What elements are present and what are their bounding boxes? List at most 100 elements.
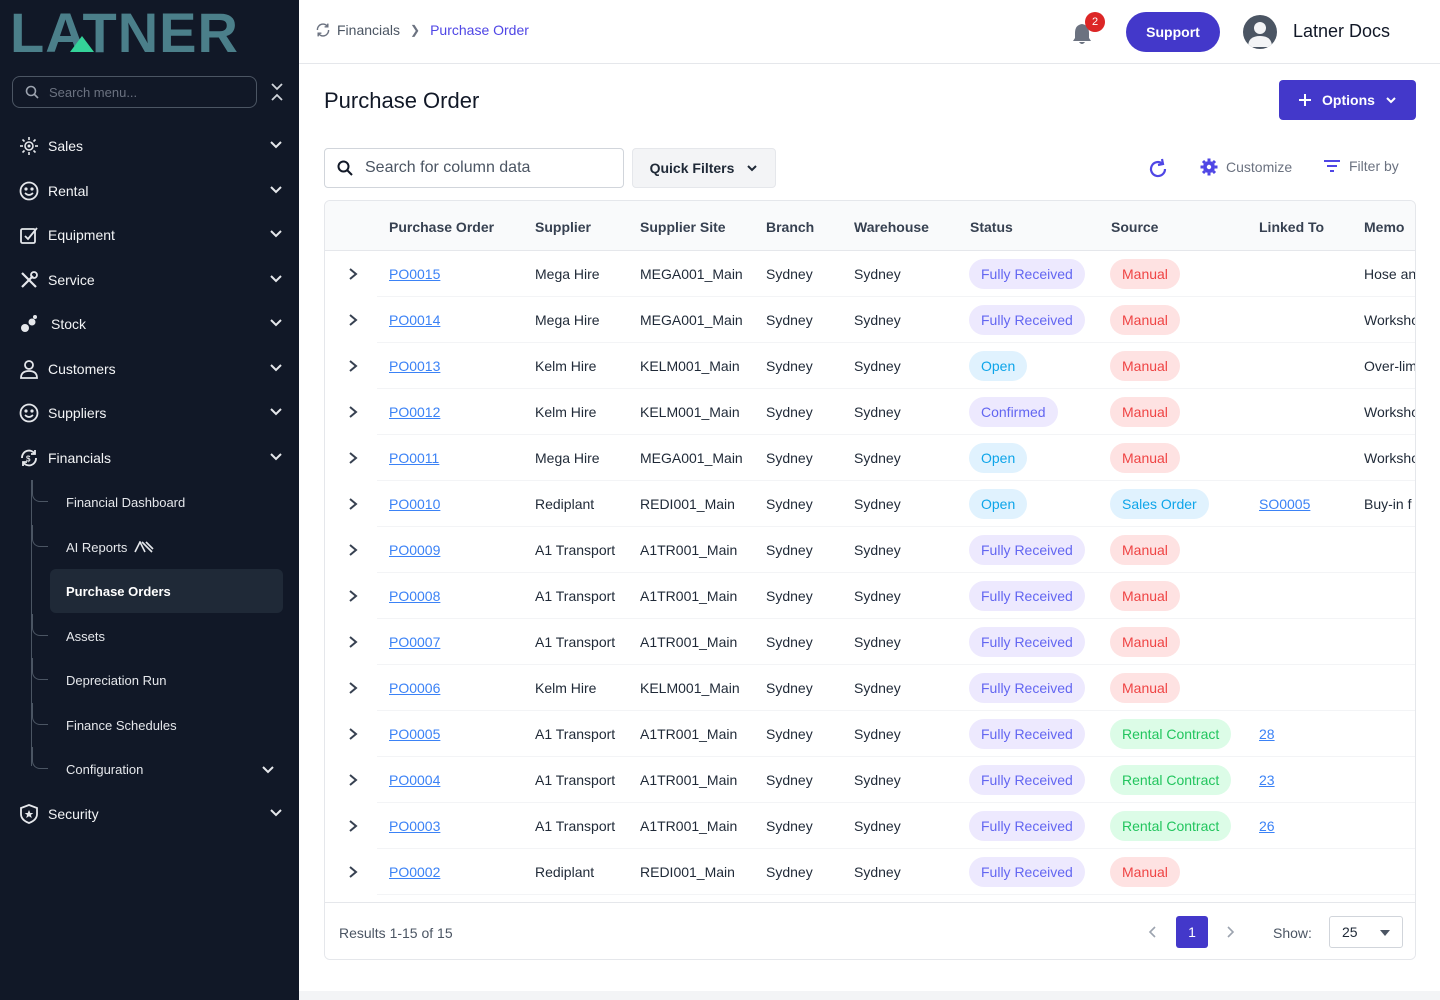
po-link[interactable]: PO0007 bbox=[389, 634, 441, 650]
support-button[interactable]: Support bbox=[1126, 12, 1220, 52]
po-link[interactable]: PO0009 bbox=[389, 542, 441, 558]
breadcrumb-financials[interactable]: Financials bbox=[337, 22, 401, 38]
sidebar-item-security[interactable]: Security bbox=[18, 797, 286, 831]
column-header[interactable]: Source bbox=[1111, 219, 1159, 235]
po-link[interactable]: PO0015 bbox=[389, 266, 441, 282]
table-row[interactable]: PO0012 Kelm Hire KELM001_Main Sydney Sydney C… bbox=[325, 389, 1415, 435]
column-header[interactable]: Supplier bbox=[535, 219, 592, 235]
chevron-right-icon[interactable] bbox=[347, 773, 359, 787]
sidebar-item-stock[interactable]: Stock bbox=[18, 307, 286, 341]
chevron-right-icon[interactable] bbox=[1224, 925, 1236, 939]
chevron-right-icon[interactable] bbox=[347, 451, 359, 465]
chevron-right-icon[interactable] bbox=[347, 865, 359, 879]
column-search-input[interactable]: Search for column data bbox=[324, 148, 624, 188]
caret-down-icon bbox=[1380, 930, 1390, 936]
po-link[interactable]: PO0010 bbox=[389, 496, 441, 512]
chevron-right-icon[interactable] bbox=[347, 267, 359, 281]
branch-cell: Sydney bbox=[766, 818, 813, 834]
table-row[interactable]: PO0013 Kelm Hire KELM001_Main Sydney Sydney O… bbox=[325, 343, 1415, 389]
chevron-right-icon[interactable] bbox=[347, 405, 359, 419]
table-row[interactable]: PO0011 Mega Hire MEGA001_Main Sydney Sydney O… bbox=[325, 435, 1415, 481]
chevron-right-icon[interactable] bbox=[347, 313, 359, 327]
quick-filters-button[interactable]: Quick Filters bbox=[632, 148, 776, 188]
options-button[interactable]: Options bbox=[1279, 80, 1416, 120]
financials-icon bbox=[316, 23, 330, 37]
sidebar-subitem-ai-reports[interactable]: AI Reports bbox=[32, 525, 282, 569]
chevron-down-icon bbox=[270, 364, 282, 372]
menu-search-input[interactable]: Search menu... bbox=[12, 76, 257, 108]
breadcrumb-purchase-order[interactable]: Purchase Order bbox=[430, 22, 529, 38]
po-link[interactable]: PO0014 bbox=[389, 312, 441, 328]
po-link[interactable]: PO0006 bbox=[389, 680, 441, 696]
po-link[interactable]: PO0012 bbox=[389, 404, 441, 420]
sidebar-subitem-assets[interactable]: Assets bbox=[32, 614, 282, 658]
sidebar-item-rental[interactable]: Rental bbox=[18, 174, 286, 208]
column-header[interactable]: Memo bbox=[1364, 219, 1405, 235]
chevron-right-icon[interactable] bbox=[347, 681, 359, 695]
breadcrumb: Financials ❯ Purchase Order bbox=[315, 22, 529, 38]
source-badge: Manual bbox=[1110, 397, 1180, 427]
avatar[interactable] bbox=[1243, 15, 1277, 49]
sidebar-item-sales[interactable]: Sales bbox=[18, 129, 286, 163]
sidebar-item-suppliers[interactable]: Suppliers bbox=[18, 396, 286, 430]
quick-filters-label: Quick Filters bbox=[649, 160, 735, 176]
chevron-right-icon[interactable] bbox=[347, 359, 359, 373]
customize-button[interactable]: Customize bbox=[1200, 158, 1292, 176]
po-link[interactable]: PO0002 bbox=[389, 864, 441, 880]
sidebar-item-service[interactable]: Service bbox=[18, 263, 286, 297]
column-header[interactable]: Branch bbox=[766, 219, 815, 235]
table-row[interactable]: PO0005 A1 Transport A1TR001_Main Sydney Sydn… bbox=[325, 711, 1415, 757]
collapse-icon[interactable] bbox=[268, 82, 286, 102]
chevron-right-icon[interactable] bbox=[347, 635, 359, 649]
sidebar-item-equipment[interactable]: Equipment bbox=[18, 218, 286, 252]
table-row[interactable]: PO0006 Kelm Hire KELM001_Main Sydney Sydney F… bbox=[325, 665, 1415, 711]
chevron-right-icon[interactable] bbox=[347, 727, 359, 741]
page-number-current[interactable]: 1 bbox=[1176, 916, 1208, 948]
chevron-left-icon[interactable] bbox=[1147, 925, 1159, 939]
column-header[interactable]: Purchase Order bbox=[389, 219, 495, 235]
chevron-right-icon[interactable] bbox=[347, 543, 359, 557]
table-row[interactable]: PO0002 Rediplant REDI001_Main Sydney Sydney F… bbox=[325, 849, 1415, 895]
page-size-select[interactable]: 25 bbox=[1329, 916, 1403, 948]
table-row[interactable]: PO0008 A1 Transport A1TR001_Main Sydney Sydn… bbox=[325, 573, 1415, 619]
sidebar-item-financials[interactable]: $ Financials bbox=[18, 441, 286, 475]
table-row[interactable]: PO0009 A1 Transport A1TR001_Main Sydney Sydn… bbox=[325, 527, 1415, 573]
sidebar-subitem-purchase-orders[interactable]: Purchase Orders bbox=[32, 569, 283, 613]
table-row[interactable]: PO0010 Rediplant REDI001_Main Sydney Sydney O… bbox=[325, 481, 1415, 527]
sidebar-subitem-finance-schedules[interactable]: Finance Schedules bbox=[32, 703, 282, 747]
supplier-cell: A1 Transport bbox=[535, 542, 616, 558]
latner-logo[interactable]: LATNER bbox=[10, 8, 282, 58]
po-link[interactable]: PO0003 bbox=[389, 818, 441, 834]
sidebar-item-customers[interactable]: Customers bbox=[18, 352, 286, 386]
supplier-site-cell: MEGA001_Main bbox=[640, 266, 743, 282]
filter-by-button[interactable]: Filter by bbox=[1323, 158, 1399, 174]
chevron-right-icon[interactable] bbox=[347, 497, 359, 511]
sidebar-subitem-financial-dashboard[interactable]: Financial Dashboard bbox=[32, 480, 282, 524]
table-row[interactable]: PO0014 Mega Hire MEGA001_Main Sydney Sydney F… bbox=[325, 297, 1415, 343]
refresh-icon[interactable] bbox=[1147, 158, 1169, 180]
chevron-right-icon[interactable] bbox=[347, 819, 359, 833]
column-header[interactable]: Linked To bbox=[1259, 219, 1325, 235]
column-header[interactable]: Warehouse bbox=[854, 219, 929, 235]
po-link[interactable]: PO0011 bbox=[389, 450, 440, 466]
chevron-right-icon[interactable] bbox=[347, 589, 359, 603]
sidebar-subitem-depreciation-run[interactable]: Depreciation Run bbox=[32, 658, 282, 702]
column-header[interactable]: Supplier Site bbox=[640, 219, 726, 235]
linked-to-link[interactable]: 28 bbox=[1259, 726, 1275, 742]
po-link[interactable]: PO0004 bbox=[389, 772, 441, 788]
column-header[interactable]: Status bbox=[970, 219, 1013, 235]
svg-text:$: $ bbox=[26, 455, 31, 464]
linked-to-link[interactable]: 26 bbox=[1259, 818, 1275, 834]
table-row[interactable]: PO0003 A1 Transport A1TR001_Main Sydney Sydn… bbox=[325, 803, 1415, 849]
po-link[interactable]: PO0008 bbox=[389, 588, 441, 604]
sidebar-subitem-configuration[interactable]: Configuration bbox=[32, 747, 282, 791]
table-row[interactable]: PO0007 A1 Transport A1TR001_Main Sydney Sydn… bbox=[325, 619, 1415, 665]
po-link[interactable]: PO0005 bbox=[389, 726, 441, 742]
linked-to-link[interactable]: SO0005 bbox=[1259, 496, 1311, 512]
warehouse-cell: Sydney bbox=[854, 680, 901, 696]
user-name[interactable]: Latner Docs bbox=[1293, 21, 1391, 41]
linked-to-link[interactable]: 23 bbox=[1259, 772, 1275, 788]
table-row[interactable]: PO0004 A1 Transport A1TR001_Main Sydney Sydn… bbox=[325, 757, 1415, 803]
table-row[interactable]: PO0015 Mega Hire MEGA001_Main Sydney Sydney F… bbox=[325, 251, 1415, 297]
po-link[interactable]: PO0013 bbox=[389, 358, 441, 374]
